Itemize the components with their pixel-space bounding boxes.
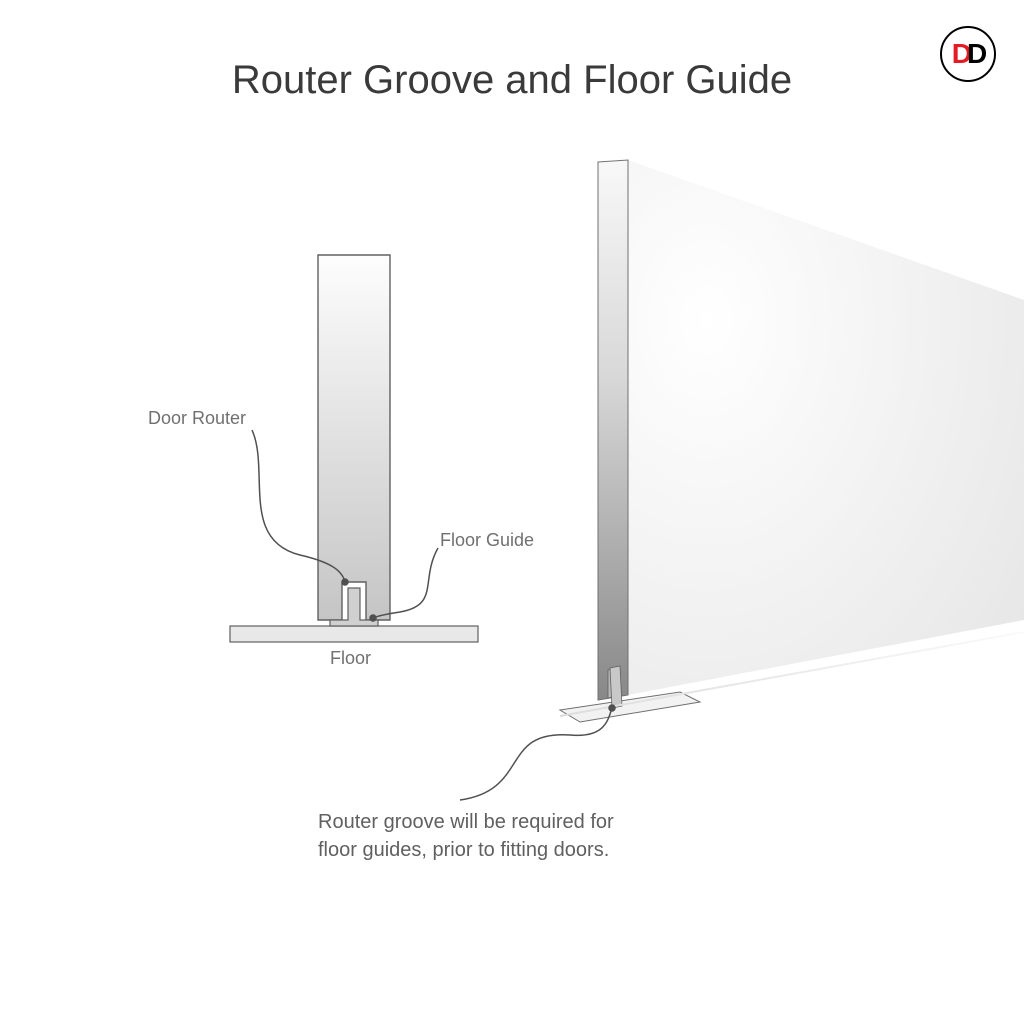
cross-section-group [230,255,478,642]
pointer-door-router-dot [342,579,348,585]
caption-text: Router groove will be required for floor… [318,808,658,864]
pointer-caption-dot [609,705,615,711]
pointer-floor-guide-dot [370,615,376,621]
label-floor: Floor [330,648,371,669]
persp-guide-fin [610,666,622,708]
pointer-caption [460,708,612,800]
persp-door-face [628,160,1024,695]
label-floor-guide: Floor Guide [440,530,534,551]
diagram-svg [0,0,1024,1024]
persp-door-edge [598,160,628,700]
persp-floor-plate [560,692,700,722]
perspective-group [560,160,1024,722]
floor-rect [230,626,478,642]
label-door-router: Door Router [148,408,246,429]
pointers [252,430,615,800]
